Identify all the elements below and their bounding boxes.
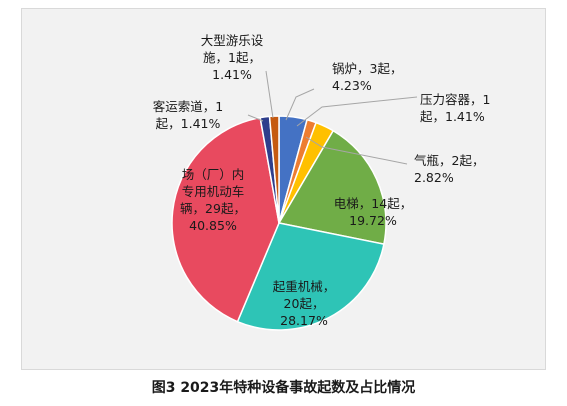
slice-label-boiler: 锅炉，3起， 4.23%	[332, 61, 402, 93]
slice-label-line: 专用机动车	[182, 184, 245, 199]
pie-slice-amusement	[268, 115, 280, 224]
pie-slice-crane	[236, 222, 385, 331]
slice-label-line: 电梯，14起，	[334, 196, 412, 211]
pie-slices	[171, 115, 387, 331]
slice-label-line: 起，1.41%	[156, 116, 221, 131]
figure-caption: 图3 2023年特种设备事故起数及占比情况	[151, 380, 416, 396]
chart-figure: 锅炉，3起， 4.23% 压力容器，1 起，1.41% 气瓶，2起， 2.82% 电梯，14…	[21, 8, 546, 370]
slice-label-line: 4.23%	[332, 78, 372, 93]
slice-label-line: 起，1.41%	[420, 109, 485, 124]
pie-slice-elevator	[277, 129, 387, 246]
slice-labels: 锅炉，3起， 4.23% 压力容器，1 起，1.41% 气瓶，2起， 2.82%电梯，14…	[153, 33, 491, 328]
slice-label-line: 40.85%	[189, 218, 237, 233]
leader-line-pressure-vessel	[296, 96, 418, 127]
slice-label-line: 辆，29起，	[180, 201, 246, 216]
slice-label-line: 19.72%	[349, 213, 397, 228]
slice-label-line: 施，1起，	[203, 50, 261, 65]
slice-label-line: 气瓶，2起，	[414, 153, 484, 168]
slice-label-gas-cylinder: 气瓶，2起， 2.82%	[414, 153, 484, 185]
slice-label-line: 1.41%	[212, 67, 252, 82]
leader-line-boiler	[285, 88, 315, 121]
leader-line-ropeway	[247, 114, 264, 122]
slice-label-line: 2.82%	[414, 170, 454, 185]
slice-label-line: 大型游乐设	[201, 33, 264, 48]
leader-line-amusement	[265, 70, 274, 119]
leader-line-gas-cylinder	[305, 136, 408, 165]
slice-label-amusement: 大型游乐设施，1起， 1.41%	[201, 33, 264, 82]
slice-label-elevator: 电梯，14起， 19.72%	[334, 196, 412, 228]
pie-slice-vehicle	[171, 116, 280, 323]
slice-label-line: 场（厂）内	[182, 167, 245, 182]
pie-chart: 锅炉，3起， 4.23% 压力容器，1 起，1.41% 气瓶，2起， 2.82%电梯，14…	[153, 33, 491, 331]
slice-label-line: 28.17%	[280, 313, 328, 328]
slice-label-vehicle: 场（厂）内专用机动车辆，29起， 40.85%	[180, 167, 246, 233]
slice-label-line: 起重机械，	[273, 279, 336, 294]
slice-label-pressure-vessel: 压力容器，1 起，1.41%	[420, 92, 490, 124]
slice-label-line: 压力容器，1	[420, 92, 490, 107]
slice-label-line: 客运索道，1	[153, 99, 223, 114]
slice-label-line: 锅炉，3起，	[332, 61, 402, 76]
slice-label-line: 20起，	[284, 296, 325, 311]
slice-label-crane: 起重机械， 20起， 28.17%	[273, 279, 336, 328]
leader-lines	[247, 70, 418, 165]
slice-label-ropeway: 客运索道，1 起，1.41%	[153, 99, 223, 131]
